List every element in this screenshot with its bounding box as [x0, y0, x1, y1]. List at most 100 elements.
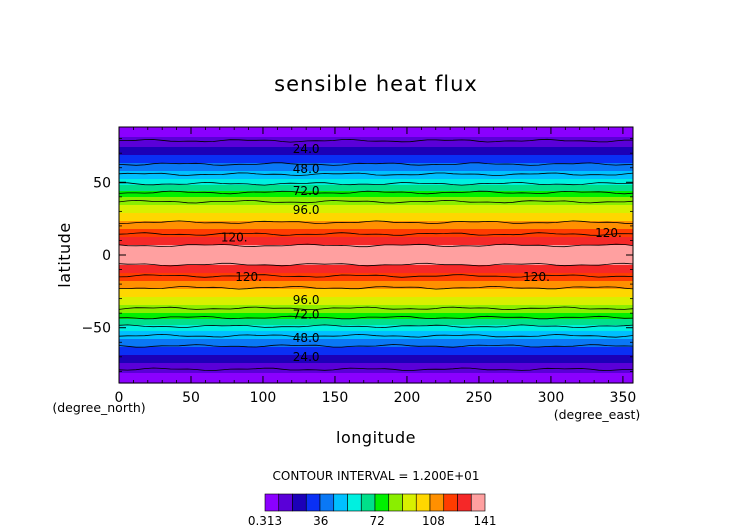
- y-axis-label: latitude: [55, 222, 74, 287]
- color-band-row: [119, 179, 633, 182]
- contour-interval-text: CONTOUR INTERVAL = 1.200E+01: [273, 469, 480, 483]
- contour-line: [118, 138, 633, 143]
- y-tick-label: 50: [93, 175, 111, 191]
- color-band-row: [119, 293, 633, 296]
- contour-label: 120.: [235, 270, 262, 284]
- x-tick-label: 150: [322, 390, 349, 406]
- color-band-row: [119, 357, 633, 360]
- color-band-row: [119, 209, 633, 212]
- colorbar-swatch: [470, 493, 486, 512]
- color-band-row: [119, 277, 633, 280]
- x-tick-label: 0: [115, 390, 124, 406]
- color-band-row: [119, 377, 633, 380]
- color-band-row: [119, 145, 633, 148]
- color-band-row: [119, 193, 633, 196]
- color-band-row: [119, 131, 633, 134]
- color-band-row: [119, 237, 633, 240]
- color-band-row: [119, 337, 633, 340]
- colorbar-swatch: [443, 493, 458, 512]
- color-band-row: [119, 371, 633, 374]
- color-band-row: [119, 151, 633, 154]
- colorbar-swatch: [305, 493, 321, 512]
- colorbar-swatch: [360, 493, 376, 512]
- contour-line: [118, 315, 634, 320]
- color-band-row: [119, 295, 633, 298]
- color-band-row: [119, 283, 633, 286]
- colorbar-swatch: [319, 493, 335, 512]
- color-band-row: [119, 185, 633, 188]
- color-band-row: [119, 165, 633, 168]
- color-band-row: [119, 219, 633, 222]
- color-band-row: [119, 333, 633, 336]
- contour-line: [118, 306, 634, 311]
- color-band-row: [119, 317, 633, 320]
- color-band-row: [119, 227, 633, 230]
- contour-line: [118, 199, 634, 204]
- color-band-row: [119, 213, 633, 216]
- color-band-row: [119, 297, 633, 300]
- contour-line: [118, 367, 633, 372]
- color-band-row: [119, 327, 633, 330]
- colorbar-tick-label: 108: [422, 514, 445, 528]
- color-band-row: [119, 355, 633, 358]
- color-band-row: [119, 171, 633, 174]
- color-band-row: [119, 161, 633, 164]
- color-band-row: [119, 153, 633, 156]
- x-tick-label: 50: [182, 390, 200, 406]
- colorbar-tick-label: 141: [474, 514, 497, 528]
- color-band-row: [119, 163, 633, 166]
- color-band-row: [119, 175, 633, 178]
- color-band-row: [119, 359, 633, 362]
- color-band-row: [119, 339, 633, 342]
- color-band-row: [119, 347, 633, 350]
- color-band-row: [119, 367, 633, 370]
- color-band-row: [119, 369, 633, 372]
- color-band-row: [119, 127, 633, 130]
- color-band-row: [119, 379, 633, 382]
- color-band-row: [119, 299, 633, 302]
- color-band-row: [119, 301, 633, 304]
- color-band-row: [119, 249, 633, 252]
- color-band-row: [119, 307, 633, 310]
- color-band-row: [119, 321, 633, 324]
- color-band-row: [119, 221, 633, 224]
- color-band-row: [119, 343, 633, 346]
- colorbar-swatch: [429, 493, 445, 512]
- color-band-row: [119, 177, 633, 180]
- color-band-row: [119, 257, 633, 260]
- contour-label: 96.0: [293, 203, 320, 217]
- color-band-row: [119, 149, 633, 152]
- y-tick-label: 0: [102, 248, 111, 264]
- y-tick-label: −50: [81, 321, 111, 337]
- color-band-row: [119, 349, 633, 352]
- color-band-row: [119, 253, 633, 256]
- color-band-row: [119, 203, 633, 206]
- color-band-row: [119, 265, 633, 268]
- color-band-row: [119, 133, 633, 136]
- color-band-row: [119, 375, 633, 378]
- color-band-row: [119, 143, 633, 146]
- colorbar: 0.313 36 72 108 141: [248, 493, 497, 528]
- color-band-row: [119, 231, 633, 234]
- contour-line: [118, 344, 634, 348]
- color-band-row: [119, 261, 633, 264]
- color-band-row: [119, 217, 633, 220]
- contour-label: 72.0: [293, 184, 320, 198]
- color-band-row: [119, 155, 633, 158]
- colorbar-swatch: [333, 493, 348, 512]
- color-band-row: [119, 207, 633, 210]
- color-band-row: [119, 255, 633, 258]
- color-band-row: [119, 269, 633, 272]
- contour-lines: [118, 138, 634, 372]
- contour-label: 120.: [523, 270, 550, 284]
- x-tick-label: 350: [610, 390, 637, 406]
- color-band-row: [119, 303, 633, 306]
- color-band-row: [119, 351, 633, 354]
- x-axis-label: longitude: [336, 428, 416, 447]
- color-band-row: [119, 279, 633, 282]
- contour-line: [118, 333, 634, 338]
- contour-label: 48.0: [293, 162, 320, 176]
- x-tick-label: 100: [250, 390, 277, 406]
